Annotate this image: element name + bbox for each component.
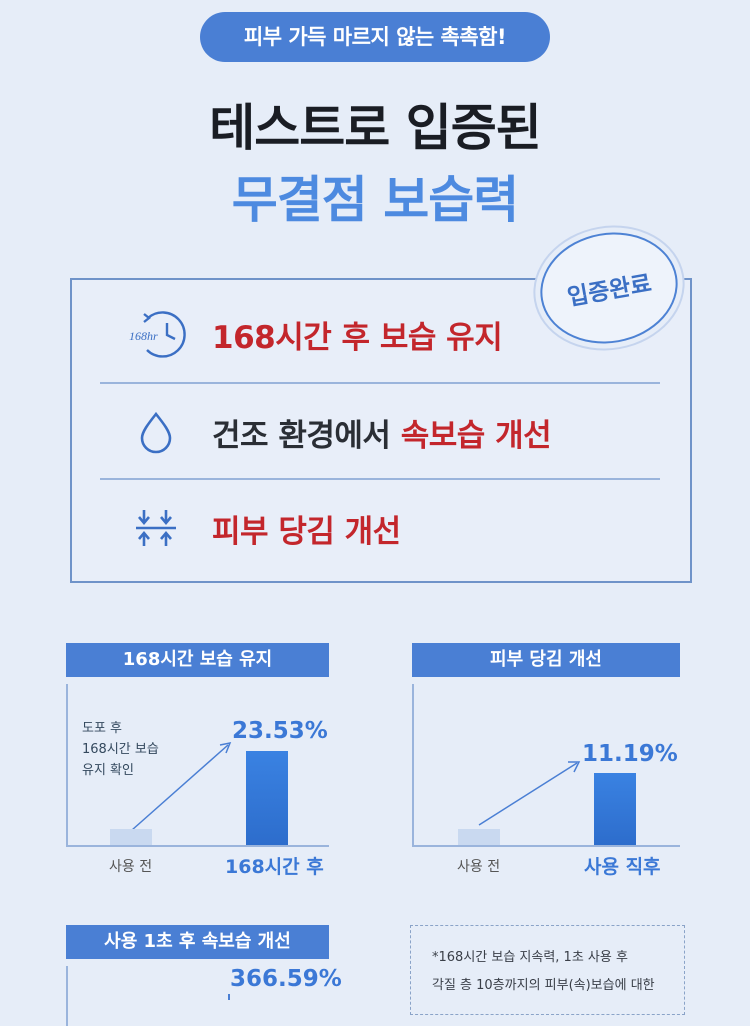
clock-168hr-icon: 168hr [100, 306, 212, 362]
chart-frame-168hr [66, 684, 329, 847]
feature-row-moisture: 건조 환경에서 속보습 개선 [100, 384, 660, 480]
page-subtitle: 무결점 보습력 [231, 171, 519, 229]
feature-text-plain: 건조 환경에서 [212, 417, 401, 454]
x-label-after: 사용 직후 [584, 856, 661, 878]
x-label-before: 사용 전 [109, 859, 153, 875]
footnote-line: *168시간 보습 지속력, 1초 사용 후 [432, 950, 628, 965]
feature-text: 168시간 후 보습 유지 [212, 319, 503, 356]
chart-frame-inner-moisture [66, 966, 329, 1026]
bar-after [246, 751, 288, 845]
annotation-line: 유지 확인 [82, 763, 134, 778]
compress-arrows-icon [100, 506, 212, 550]
page-title: 테스트로 입증된 [209, 99, 541, 157]
bar-before [110, 829, 152, 845]
chart-title-168hr: 168시간 보습 유지 [66, 643, 329, 677]
water-drop-icon [100, 410, 212, 454]
icon-168hr-label: 168hr [129, 329, 158, 343]
headline-pill: 피부 가득 마르지 않는 촉촉함! [200, 12, 550, 62]
footnote-line: 각질 층 10층까지의 피부(속)보습에 대한 [432, 978, 655, 993]
chart-value-label: 23.53% [232, 718, 328, 744]
divider [100, 382, 660, 384]
annotation-line: 168시간 보습 [82, 742, 159, 757]
feature-row-tightness: 피부 당김 개선 [100, 480, 660, 576]
chart-title-inner-moisture: 사용 1초 후 속보습 개선 [66, 925, 329, 959]
chart-frame-tightness [412, 684, 680, 847]
trend-arrow [228, 994, 230, 1000]
chart-annotation: 도포 후 168시간 보습 유지 확인 [82, 718, 159, 781]
footnote: *168시간 보습 지속력, 1초 사용 후 각질 층 10층까지의 피부(속)… [432, 944, 655, 1000]
x-label-before: 사용 전 [457, 859, 501, 875]
x-label-after: 168시간 후 [225, 856, 324, 878]
bar-before [458, 829, 500, 845]
chart-value-label: 11.19% [582, 741, 678, 767]
trend-arrow [131, 741, 232, 831]
feature-text-highlight: 속보습 개선 [400, 417, 552, 454]
feature-row-168hr: 168hr 168시간 후 보습 유지 [100, 286, 660, 382]
chart-title-tightness: 피부 당김 개선 [412, 643, 680, 677]
feature-text: 피부 당김 개선 [212, 513, 401, 550]
chart-value-label: 366.59% [230, 966, 342, 992]
divider [100, 478, 660, 480]
trend-arrow [478, 761, 581, 826]
annotation-line: 도포 후 [82, 721, 123, 736]
bar-after [594, 773, 636, 845]
